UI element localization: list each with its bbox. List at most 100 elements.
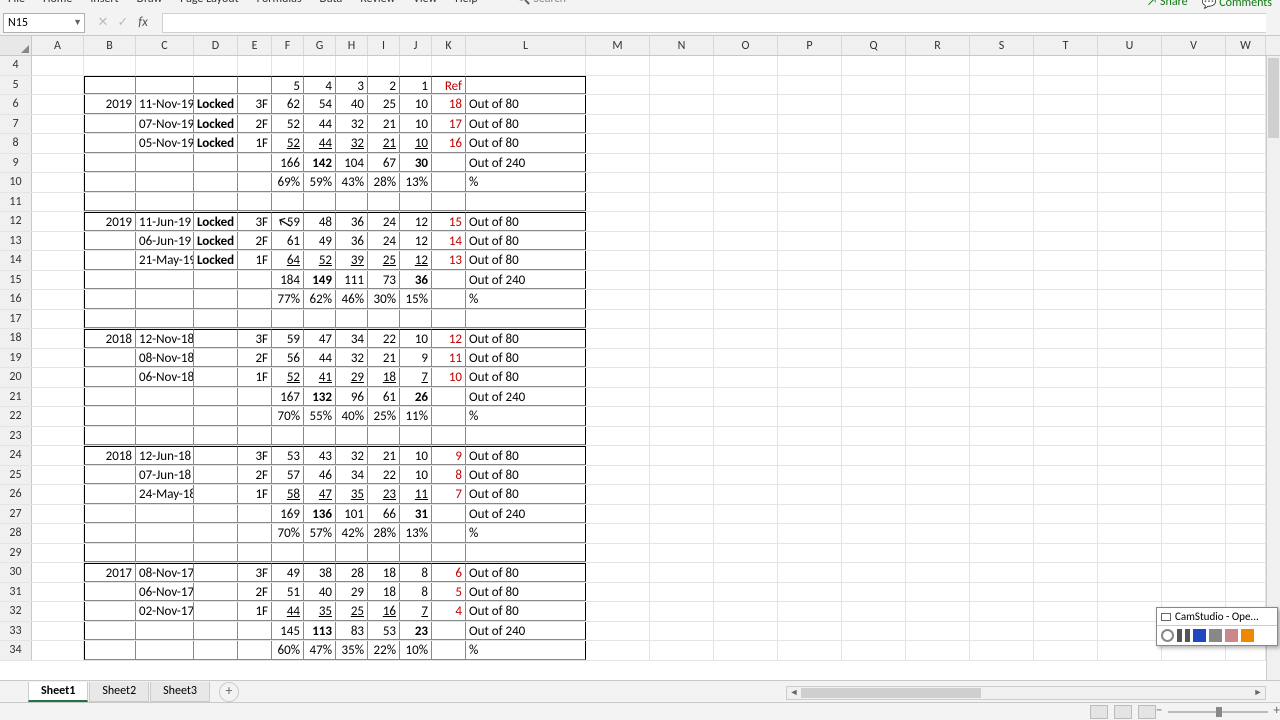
cell-J29[interactable] bbox=[400, 544, 432, 563]
cell-R8[interactable] bbox=[906, 134, 970, 153]
row-4[interactable]: 4 bbox=[0, 56, 1266, 76]
cell-C4[interactable] bbox=[136, 56, 194, 75]
cell-O5[interactable] bbox=[714, 76, 778, 95]
cell-E18[interactable]: 3F bbox=[238, 329, 272, 348]
cell-B26[interactable] bbox=[84, 485, 136, 504]
col-header-P[interactable]: P bbox=[778, 36, 842, 55]
cell-C31[interactable]: 06-Nov-17 bbox=[136, 583, 194, 602]
cell-G17[interactable] bbox=[304, 310, 336, 329]
cell-T25[interactable] bbox=[1034, 466, 1098, 485]
cell-D15[interactable] bbox=[194, 271, 238, 290]
cell-C29[interactable] bbox=[136, 544, 194, 563]
cell-V6[interactable] bbox=[1162, 95, 1226, 114]
select-all-corner[interactable] bbox=[0, 36, 32, 55]
cell-J31[interactable]: 8 bbox=[400, 583, 432, 602]
col-header-J[interactable]: J bbox=[400, 36, 432, 55]
cell-S4[interactable] bbox=[970, 56, 1034, 75]
row-header-32[interactable]: 32 bbox=[0, 602, 32, 621]
cell-S16[interactable] bbox=[970, 290, 1034, 309]
cell-K12[interactable]: 15 bbox=[432, 212, 466, 231]
cell-S24[interactable] bbox=[970, 446, 1034, 465]
cell-F9[interactable]: 166 bbox=[272, 154, 304, 173]
cell-J13[interactable]: 12 bbox=[400, 232, 432, 251]
cell-T26[interactable] bbox=[1034, 485, 1098, 504]
cell-P31[interactable] bbox=[778, 583, 842, 602]
cell-P11[interactable] bbox=[778, 193, 842, 212]
cell-I29[interactable] bbox=[368, 544, 400, 563]
cell-O6[interactable] bbox=[714, 95, 778, 114]
cell-B17[interactable] bbox=[84, 310, 136, 329]
cell-A24[interactable] bbox=[32, 446, 84, 465]
cell-M9[interactable] bbox=[586, 154, 650, 173]
cell-C14[interactable]: 21-May-19 bbox=[136, 251, 194, 270]
cell-G28[interactable]: 57% bbox=[304, 524, 336, 543]
cell-S28[interactable] bbox=[970, 524, 1034, 543]
cell-F4[interactable] bbox=[272, 56, 304, 75]
cell-A26[interactable] bbox=[32, 485, 84, 504]
cell-M33[interactable] bbox=[586, 622, 650, 641]
cell-M30[interactable] bbox=[586, 563, 650, 582]
cell-M25[interactable] bbox=[586, 466, 650, 485]
cell-P14[interactable] bbox=[778, 251, 842, 270]
cell-N11[interactable] bbox=[650, 193, 714, 212]
cell-O34[interactable] bbox=[714, 641, 778, 660]
row-header-17[interactable]: 17 bbox=[0, 310, 32, 329]
cell-U11[interactable] bbox=[1098, 193, 1162, 212]
cell-N23[interactable] bbox=[650, 427, 714, 446]
cell-B27[interactable] bbox=[84, 505, 136, 524]
name-box[interactable]: N15▼ bbox=[3, 13, 85, 33]
camstudio-btn-6[interactable] bbox=[1241, 629, 1254, 642]
cell-I30[interactable]: 18 bbox=[368, 563, 400, 582]
cell-H14[interactable]: 39 bbox=[336, 251, 368, 270]
col-header-D[interactable]: D bbox=[194, 36, 238, 55]
cell-B19[interactable] bbox=[84, 349, 136, 368]
cell-A9[interactable] bbox=[32, 154, 84, 173]
cell-D21[interactable] bbox=[194, 388, 238, 407]
cell-P20[interactable] bbox=[778, 368, 842, 387]
row-header-4[interactable]: 4 bbox=[0, 56, 32, 75]
cell-L12[interactable]: Out of 80 bbox=[466, 212, 586, 231]
cell-W21[interactable] bbox=[1226, 388, 1266, 407]
cell-W26[interactable] bbox=[1226, 485, 1266, 504]
cell-L25[interactable]: Out of 80 bbox=[466, 466, 586, 485]
cell-M13[interactable] bbox=[586, 232, 650, 251]
cell-G5[interactable]: 4 bbox=[304, 76, 336, 95]
cell-E6[interactable]: 3F bbox=[238, 95, 272, 114]
cell-L18[interactable]: Out of 80 bbox=[466, 329, 586, 348]
cell-L4[interactable] bbox=[466, 56, 586, 75]
cell-C18[interactable]: 12-Nov-18 bbox=[136, 329, 194, 348]
cell-B34[interactable] bbox=[84, 641, 136, 660]
cell-W22[interactable] bbox=[1226, 407, 1266, 426]
cell-Q18[interactable] bbox=[842, 329, 906, 348]
cell-W28[interactable] bbox=[1226, 524, 1266, 543]
cell-U7[interactable] bbox=[1098, 115, 1162, 134]
cell-J24[interactable]: 10 bbox=[400, 446, 432, 465]
cell-L14[interactable]: Out of 80 bbox=[466, 251, 586, 270]
cell-N28[interactable] bbox=[650, 524, 714, 543]
cell-G20[interactable]: 41 bbox=[304, 368, 336, 387]
cell-Q5[interactable] bbox=[842, 76, 906, 95]
cell-N22[interactable] bbox=[650, 407, 714, 426]
row-33[interactable]: 33145113835323Out of 240 bbox=[0, 622, 1266, 642]
cell-S31[interactable] bbox=[970, 583, 1034, 602]
cell-V30[interactable] bbox=[1162, 563, 1226, 582]
cell-P15[interactable] bbox=[778, 271, 842, 290]
cell-F19[interactable]: 56 bbox=[272, 349, 304, 368]
cell-H33[interactable]: 83 bbox=[336, 622, 368, 641]
row-29[interactable]: 29 bbox=[0, 544, 1266, 564]
cell-E32[interactable]: 1F bbox=[238, 602, 272, 621]
stop-button[interactable] bbox=[1193, 629, 1206, 642]
cell-L27[interactable]: Out of 240 bbox=[466, 505, 586, 524]
cell-K23[interactable] bbox=[432, 427, 466, 446]
cell-D11[interactable] bbox=[194, 193, 238, 212]
cell-U13[interactable] bbox=[1098, 232, 1162, 251]
cell-D31[interactable] bbox=[194, 583, 238, 602]
row-header-34[interactable]: 34 bbox=[0, 641, 32, 660]
cell-D34[interactable] bbox=[194, 641, 238, 660]
cell-K22[interactable] bbox=[432, 407, 466, 426]
cell-J5[interactable]: 1 bbox=[400, 76, 432, 95]
cell-N5[interactable] bbox=[650, 76, 714, 95]
sheet-tab-sheet2[interactable]: Sheet2 bbox=[89, 682, 149, 702]
cell-R15[interactable] bbox=[906, 271, 970, 290]
cell-D24[interactable] bbox=[194, 446, 238, 465]
